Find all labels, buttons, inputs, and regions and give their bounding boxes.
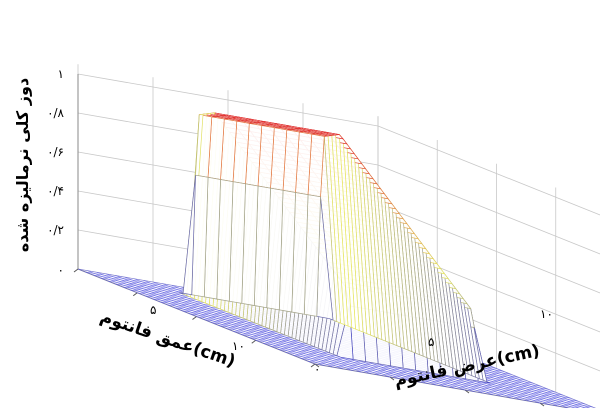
z-tick-4: ۰/۸ xyxy=(47,106,64,120)
x-tick-mark xyxy=(539,402,545,407)
floor-line xyxy=(285,351,586,405)
floor-line xyxy=(292,354,593,408)
floor-line xyxy=(314,363,571,408)
floor-line xyxy=(300,357,591,408)
y-tick-mark xyxy=(132,292,138,297)
x-tick-10: ۱۰ xyxy=(540,307,553,321)
z-tick-5: ۱ xyxy=(58,67,64,81)
surface-cell xyxy=(179,175,196,296)
floor-line xyxy=(277,348,579,402)
z-tick-0: ۰ xyxy=(58,263,64,277)
y-tick-0: ۰ xyxy=(314,362,320,376)
dose-surface xyxy=(179,111,491,384)
x-tick-5: ۵ xyxy=(428,335,434,349)
floor-line xyxy=(270,345,571,399)
y-tick-mark xyxy=(310,363,316,368)
floor-line xyxy=(307,360,581,408)
x-tick-mark xyxy=(314,363,320,368)
y-tick-10: ۱۰ xyxy=(232,339,245,353)
z-tick-3: ۰/۶ xyxy=(47,145,64,159)
y-tick-mark xyxy=(73,268,79,273)
y-tick-5: ۵ xyxy=(150,303,156,317)
y-tick-mark xyxy=(251,339,257,344)
z-tick-1: ۰/۲ xyxy=(47,223,64,237)
y-tick-mark xyxy=(192,316,197,320)
z-tick-2: ۰/۴ xyxy=(47,184,64,198)
x-tick-mark xyxy=(389,376,395,381)
x-tick-mark xyxy=(464,389,470,394)
z-axis-label: دوز کلی نرمالیزه شده xyxy=(13,78,32,252)
